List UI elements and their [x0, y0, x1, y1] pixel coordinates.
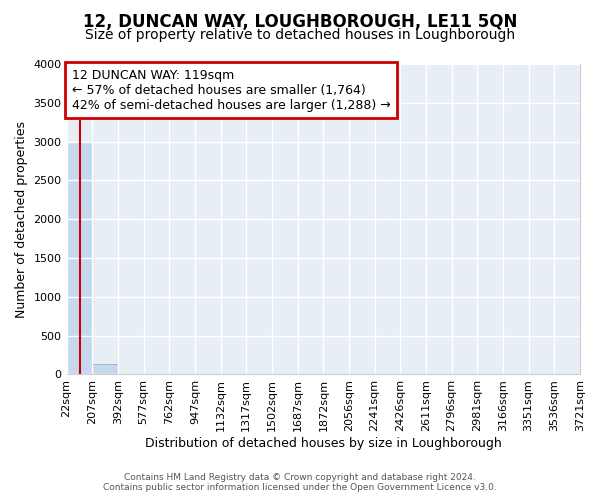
Text: 12 DUNCAN WAY: 119sqm
← 57% of detached houses are smaller (1,764)
42% of semi-d: 12 DUNCAN WAY: 119sqm ← 57% of detached …	[71, 68, 391, 112]
Text: 12, DUNCAN WAY, LOUGHBOROUGH, LE11 5QN: 12, DUNCAN WAY, LOUGHBOROUGH, LE11 5QN	[83, 12, 517, 30]
X-axis label: Distribution of detached houses by size in Loughborough: Distribution of detached houses by size …	[145, 437, 502, 450]
Bar	[92, 364, 118, 374]
Y-axis label: Number of detached properties: Number of detached properties	[15, 120, 28, 318]
Bar	[67, 142, 92, 374]
Text: Contains HM Land Registry data © Crown copyright and database right 2024.
Contai: Contains HM Land Registry data © Crown c…	[103, 473, 497, 492]
Text: Size of property relative to detached houses in Loughborough: Size of property relative to detached ho…	[85, 28, 515, 42]
